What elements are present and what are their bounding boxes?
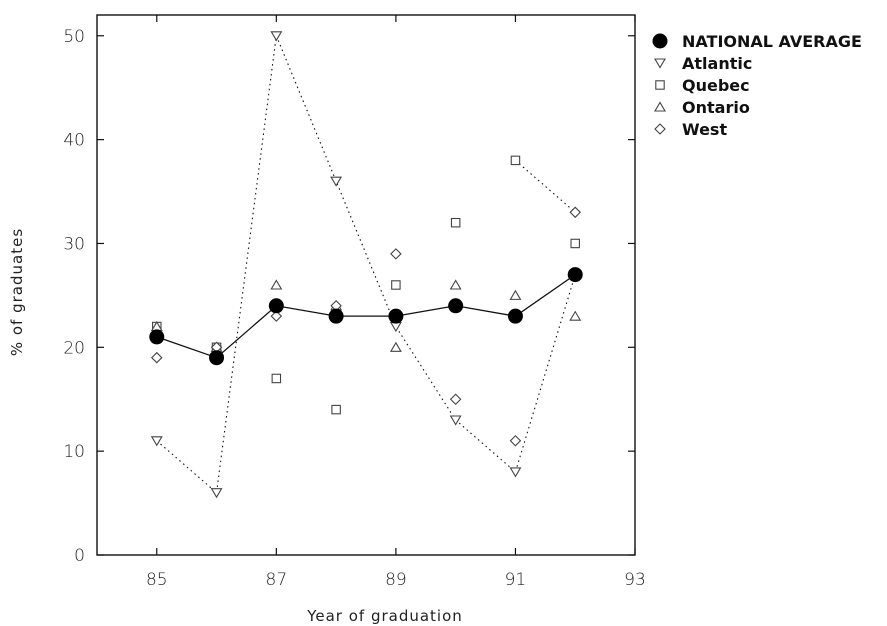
data-point (450, 217, 461, 228)
y-axis-ticks: 0 10 20 30 40 50 (63, 27, 635, 566)
data-point (268, 298, 284, 314)
data-point (388, 308, 404, 324)
data-point (509, 289, 522, 300)
data-point (209, 350, 225, 366)
series-line (156, 33, 576, 494)
data-point (270, 31, 283, 42)
data-point (389, 321, 402, 333)
legend: NATIONAL AVERAGE Atlantic Quebec Ontario Wes… (652, 32, 862, 139)
data-point (150, 436, 163, 447)
plot-border (96, 14, 636, 556)
data-point (569, 310, 582, 321)
data-point (391, 280, 401, 290)
y-tick-label: 50 (63, 27, 85, 47)
y-tick-label: 10 (63, 442, 85, 462)
legend-label: NATIONAL AVERAGE (682, 32, 862, 51)
series-line-segment (515, 159, 576, 213)
data-point (510, 155, 521, 166)
plot-frame (96, 14, 636, 556)
legend-label: West (682, 120, 727, 139)
x-axis-ticks: 85 87 89 91 93 (146, 15, 646, 590)
data-point (270, 310, 283, 322)
data-point (331, 404, 341, 415)
series-line (156, 274, 576, 359)
legend-marker (654, 123, 666, 135)
data-point (448, 298, 464, 314)
data-point (271, 373, 282, 384)
series-lines (156, 33, 576, 494)
legend-marker (654, 58, 666, 69)
data-point (449, 393, 462, 406)
legend-marker (652, 33, 668, 49)
x-tick-label: 87 (266, 570, 288, 590)
data-point (509, 467, 522, 478)
x-tick-label: 91 (505, 570, 527, 590)
series-markers (149, 31, 583, 499)
data-point (328, 308, 344, 324)
data-point (449, 415, 462, 426)
y-tick-label: 40 (63, 131, 85, 151)
x-tick-label: 89 (385, 570, 407, 590)
data-point (570, 238, 580, 249)
data-point (270, 279, 283, 290)
x-tick-label: 85 (146, 570, 168, 590)
legend-marker (655, 80, 665, 90)
data-point (507, 308, 523, 324)
data-point (149, 329, 165, 345)
data-point (569, 206, 582, 219)
legend-marker (654, 101, 666, 112)
data-point (210, 488, 223, 499)
data-point (449, 279, 462, 290)
y-tick-label: 30 (63, 234, 85, 254)
data-point (509, 434, 522, 447)
y-tick-label: 0 (74, 546, 85, 566)
data-point (150, 351, 163, 364)
legend-label: Ontario (682, 98, 750, 117)
data-point (389, 341, 402, 352)
legend-label: Quebec (682, 76, 750, 95)
x-axis-title: Year of graduation (306, 607, 463, 625)
data-point (567, 267, 583, 283)
legend-label: Atlantic (682, 54, 752, 73)
data-point (330, 176, 343, 187)
y-tick-label: 20 (63, 338, 85, 358)
y-axis-title: % of graduates (8, 228, 26, 356)
data-point (390, 248, 402, 260)
x-tick-label: 93 (624, 570, 646, 590)
